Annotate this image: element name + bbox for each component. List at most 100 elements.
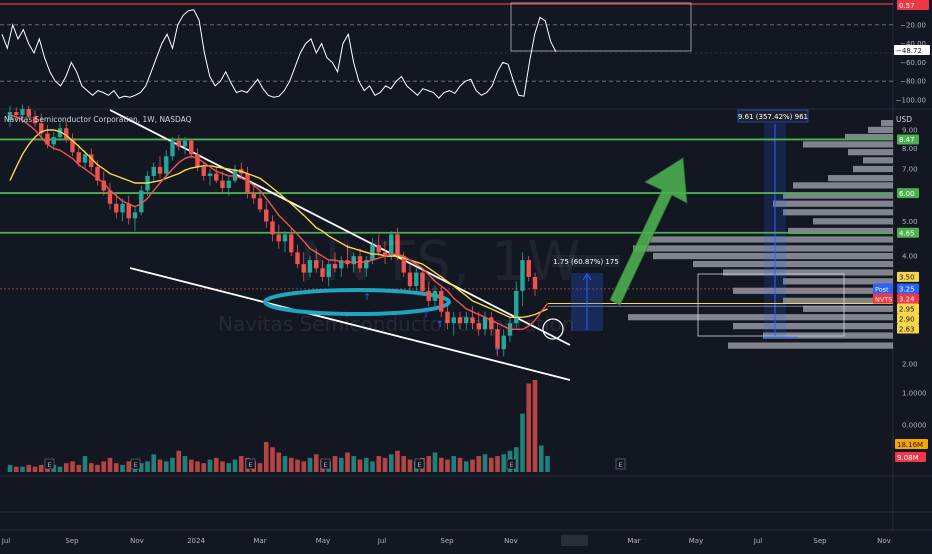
volume-profile-bar xyxy=(845,133,893,141)
price-badge-name: Post xyxy=(875,285,889,293)
volume-ma-badge-bg xyxy=(895,439,928,449)
price-badge-name-bg xyxy=(873,283,893,294)
earnings-marker-label: E xyxy=(248,461,252,469)
candle-body xyxy=(520,260,525,291)
candle-body xyxy=(401,256,406,273)
chart-title: Navitas Semiconductor Corporation, 1W, N… xyxy=(4,115,192,124)
time-axis-label: Nov xyxy=(504,537,518,545)
time-axis-label: Sep xyxy=(813,537,827,545)
volume-bar xyxy=(363,457,369,472)
volume-bar xyxy=(501,454,507,472)
volume-bar xyxy=(526,383,532,472)
volume-bar xyxy=(188,459,194,472)
candle-body xyxy=(495,329,500,350)
measure-large-label-bg xyxy=(737,109,809,123)
volume-bar xyxy=(476,456,482,472)
price-badge-bg xyxy=(897,293,919,304)
earnings-marker-icon xyxy=(44,458,55,470)
price-badge-bg xyxy=(897,323,919,334)
candle-body xyxy=(176,140,181,147)
osc-highlight-box xyxy=(510,2,692,52)
volume-profile-bar xyxy=(881,120,893,127)
volume-bar xyxy=(95,464,100,472)
price-badge: 2.63 xyxy=(899,325,915,333)
earnings-marker-label: E xyxy=(323,461,327,469)
volume-bar xyxy=(113,463,119,472)
candle-body xyxy=(476,323,481,330)
volume-bar xyxy=(88,463,94,472)
bullish-arrow-drawing xyxy=(609,157,688,306)
volume-bar xyxy=(520,413,525,472)
candle-body xyxy=(376,244,381,253)
candle-body xyxy=(514,290,519,324)
volume-bar xyxy=(32,466,38,472)
currency-label[interactable]: USD xyxy=(896,115,913,124)
volume-profile-bar xyxy=(628,314,893,321)
volume-bar xyxy=(13,466,19,472)
horizontal-level-badge: 6.00 xyxy=(899,190,915,198)
osc-tick-label: −60.00 xyxy=(900,59,926,67)
horizontal-level-badge-bg xyxy=(897,227,919,238)
price-badge: 2.90 xyxy=(899,315,915,323)
time-axis-label: Mar xyxy=(627,537,640,545)
volume-bar xyxy=(351,456,357,472)
candle-body xyxy=(51,137,56,145)
candle-body xyxy=(320,268,325,277)
candle-body xyxy=(170,140,175,157)
candle-body xyxy=(257,198,263,210)
volume-bar xyxy=(20,466,25,472)
volume-bar xyxy=(26,464,32,472)
candle-body xyxy=(426,290,431,301)
candle-body xyxy=(32,116,38,124)
candle-body xyxy=(220,180,225,188)
candle-body xyxy=(445,311,450,324)
volume-bar xyxy=(151,454,157,472)
candle-body xyxy=(295,252,300,265)
osc-current-badge: −48.72 xyxy=(896,47,922,55)
volume-bar xyxy=(357,459,363,472)
volume-bar xyxy=(170,457,175,472)
volume-bar xyxy=(163,461,169,472)
volume-bar xyxy=(532,380,538,472)
volume-profile-bar xyxy=(693,260,893,268)
candle-body xyxy=(526,260,531,277)
candle-body xyxy=(314,260,319,269)
volume-bar xyxy=(57,466,63,472)
candle-body xyxy=(351,256,356,265)
candle-body xyxy=(251,193,256,199)
volume-bar xyxy=(463,461,469,472)
candle-body xyxy=(39,123,44,134)
candle-body xyxy=(26,109,31,117)
candle-body xyxy=(395,234,400,257)
candle-body xyxy=(264,209,269,222)
price-badge: 3.50 xyxy=(899,274,915,282)
candle-body xyxy=(139,190,144,213)
candle-body xyxy=(101,180,106,191)
volume-bar xyxy=(470,459,475,472)
horizontal-level-badge: 4.65 xyxy=(899,230,915,238)
candle-body xyxy=(20,109,25,116)
volume-bar xyxy=(432,452,438,472)
earnings-marker-label: E xyxy=(417,461,421,469)
time-axis-label: May xyxy=(316,537,330,545)
volume-bar xyxy=(101,461,107,472)
value-area-box xyxy=(697,273,845,337)
price-tick-label: 9.00 xyxy=(902,127,918,135)
candle-body xyxy=(189,140,194,155)
volume-profile-bar xyxy=(633,245,893,252)
volume-profile-bar xyxy=(653,252,893,260)
candle-body xyxy=(270,221,275,235)
dividend-arrow-icon: ↑ xyxy=(422,310,430,320)
volume-badge-bg xyxy=(895,452,926,462)
volume-profile-bar xyxy=(788,227,893,235)
candle-body xyxy=(7,112,13,120)
candle-body xyxy=(289,234,294,253)
osc-line xyxy=(1,9,557,99)
price-tick-label: 0.0000 xyxy=(902,422,927,430)
earnings-marker-icon xyxy=(615,458,626,470)
time-axis-label: Nov xyxy=(130,537,144,545)
breakout-circle xyxy=(542,318,564,340)
volume-ma-badge: 18.16M xyxy=(897,441,923,449)
earnings-marker-icon xyxy=(130,458,141,470)
